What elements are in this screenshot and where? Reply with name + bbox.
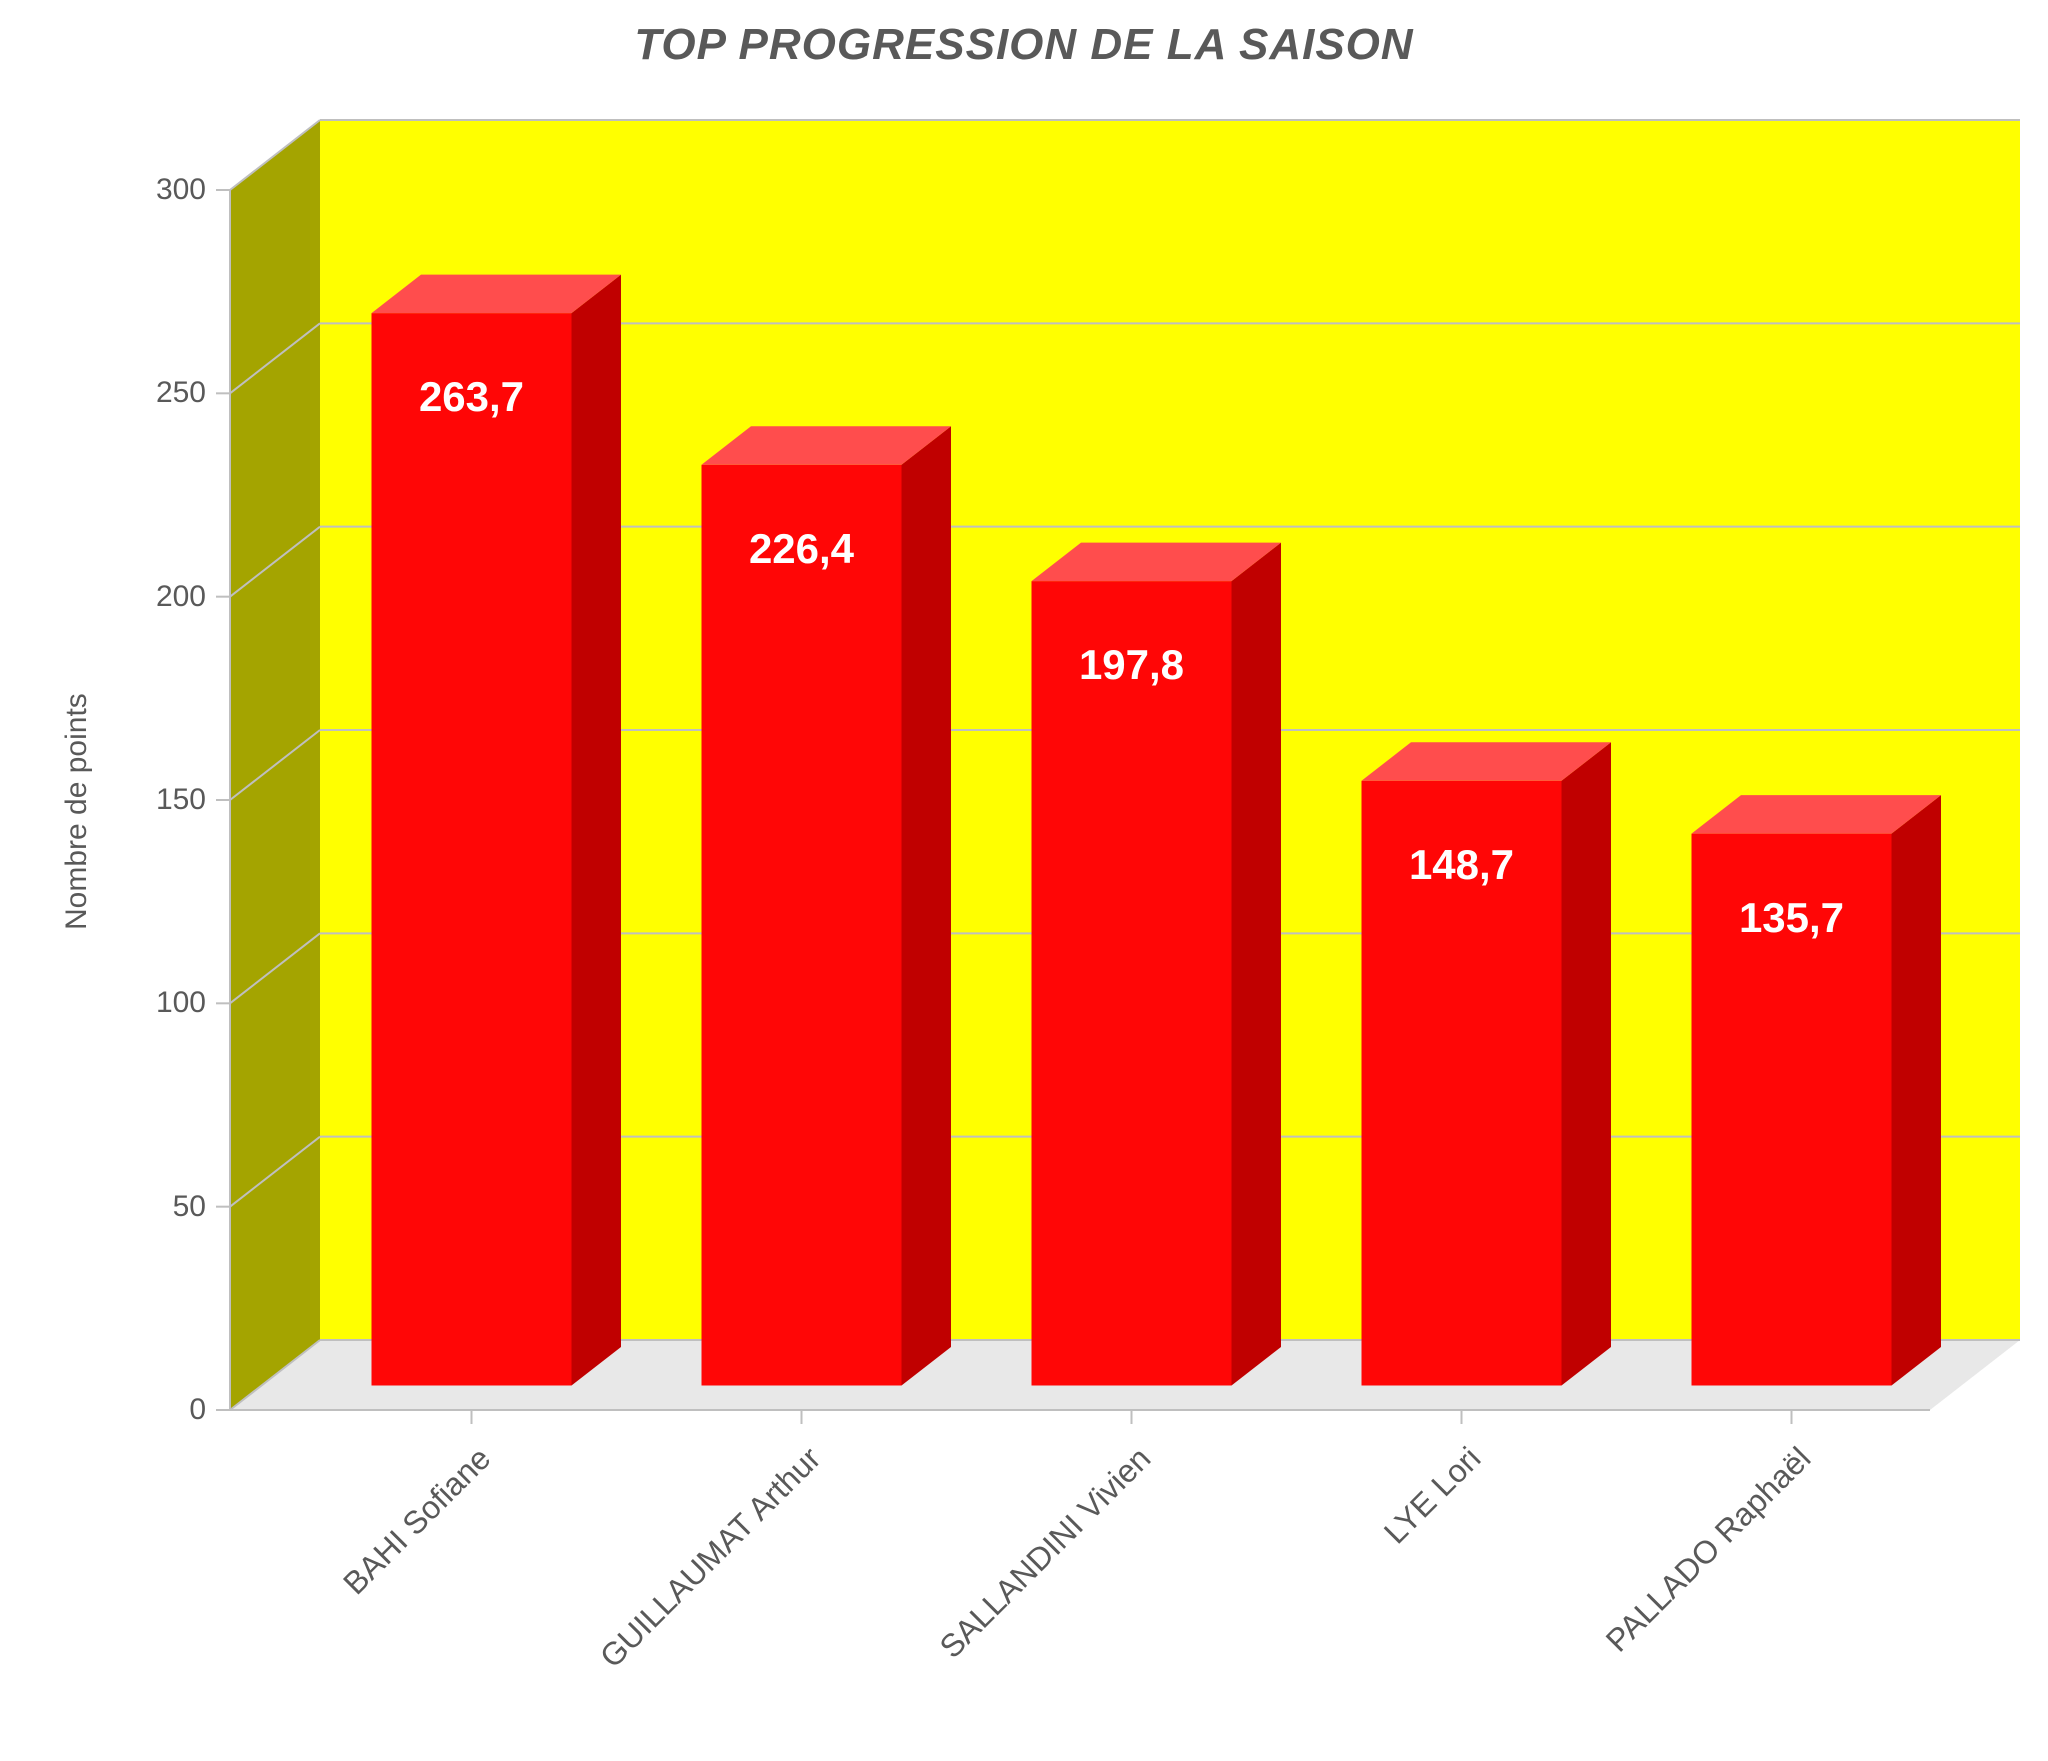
y-tick-label: 200 [0, 580, 206, 614]
y-tick-label: 100 [0, 986, 206, 1020]
y-tick-label: 50 [0, 1190, 206, 1224]
y-tick-label: 250 [0, 376, 206, 410]
bar-value-label: 226,4 [702, 525, 902, 573]
bar-value-label: 197,8 [1032, 641, 1232, 689]
y-tick-label: 0 [0, 1393, 206, 1427]
y-tick-label: 300 [0, 173, 206, 207]
bar-value-label: 148,7 [1362, 841, 1562, 889]
y-tick-label: 150 [0, 783, 206, 817]
bar-value-label: 135,7 [1692, 894, 1892, 942]
bar-value-label: 263,7 [372, 373, 572, 421]
